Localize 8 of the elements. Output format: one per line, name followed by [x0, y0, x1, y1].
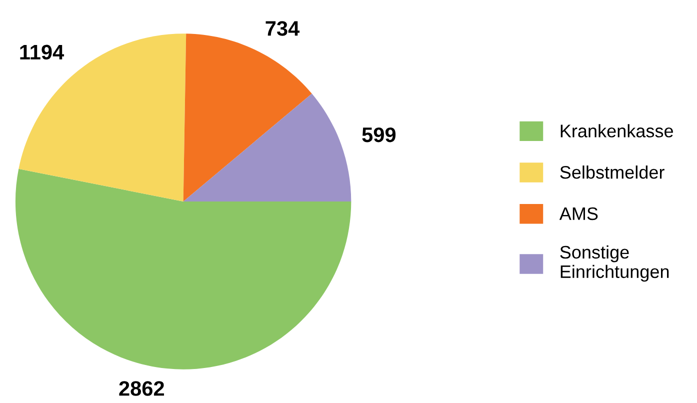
- data-label: 734: [266, 21, 300, 36]
- data-label: 599: [362, 127, 396, 142]
- legend-label: AMS: [559, 207, 598, 220]
- legend-label: Selbstmelder: [560, 165, 664, 179]
- data-label: 1194: [20, 44, 64, 60]
- legend-label: Krankenkasse: [560, 124, 673, 138]
- data-label: 2862: [119, 381, 164, 396]
- legend-label: Sonstige Einrichtungen: [560, 245, 669, 282]
